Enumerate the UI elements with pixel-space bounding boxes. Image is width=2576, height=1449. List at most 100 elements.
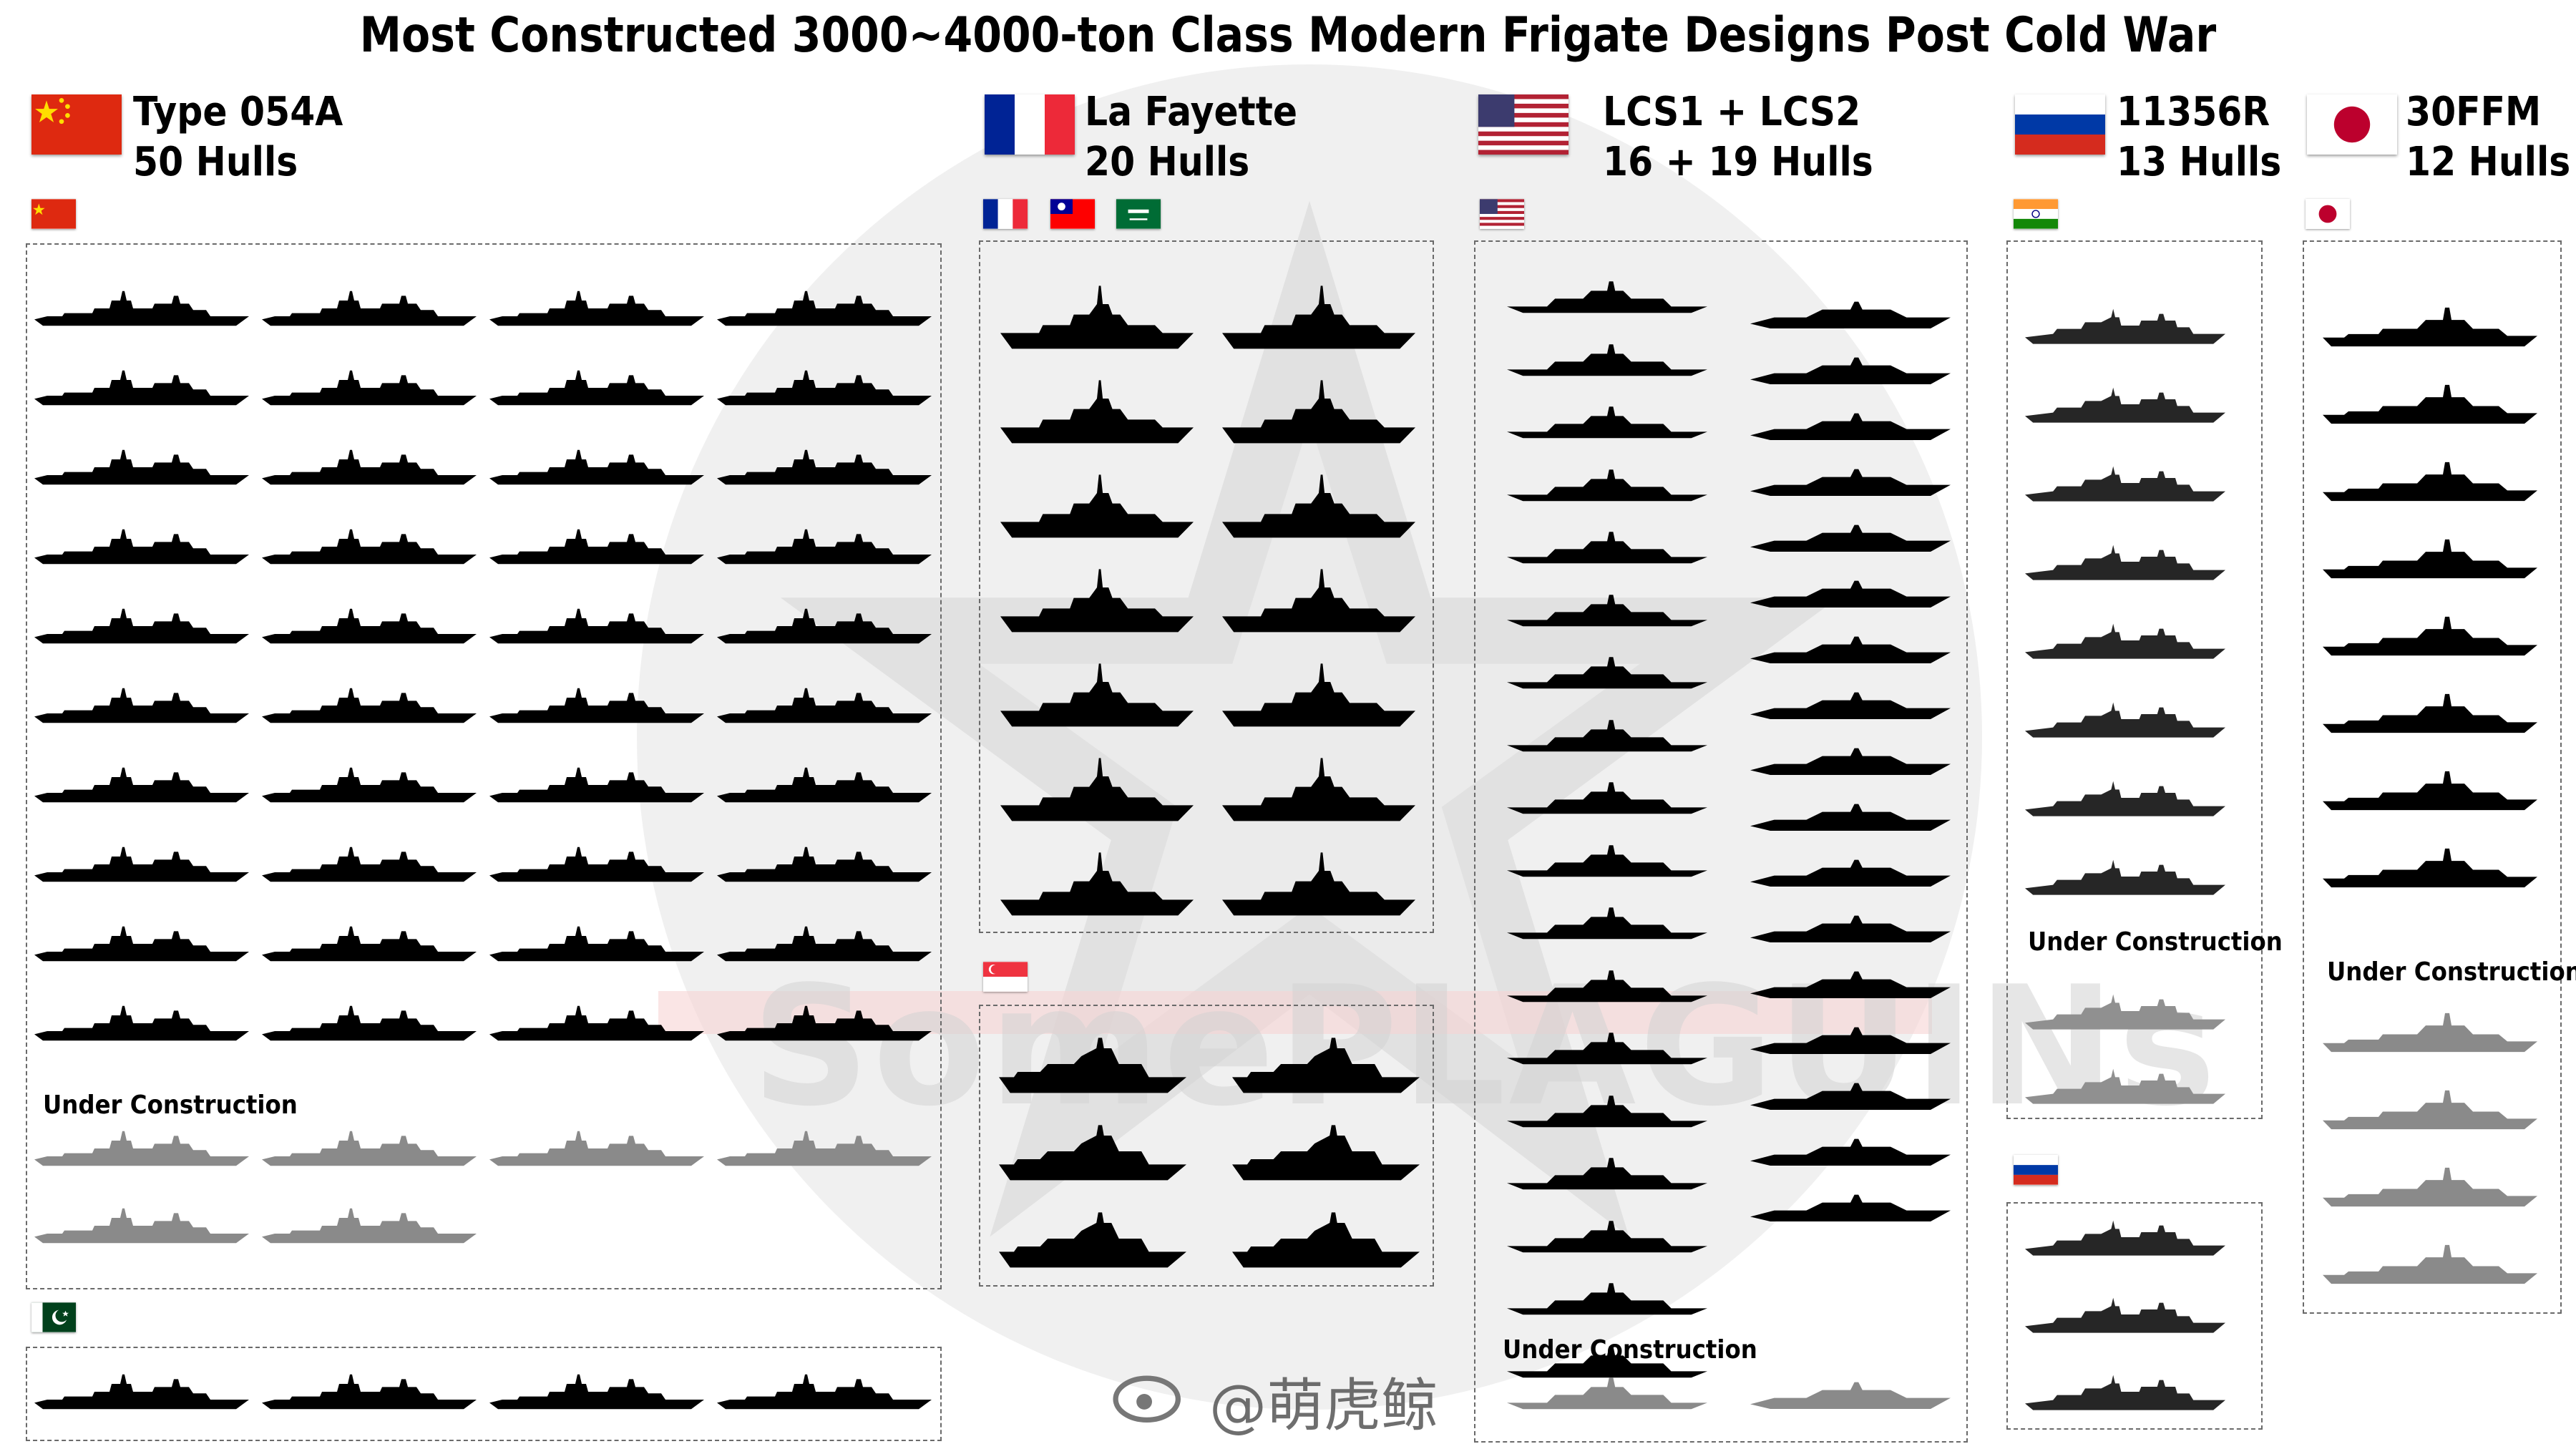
operator-usa-flag-icon	[1480, 199, 1524, 229]
lafayette-ship-silhouette-icon	[1222, 758, 1415, 821]
lafayette-ship-silhouette-icon	[1000, 852, 1194, 916]
p11356r-ship-silhouette-icon	[2025, 545, 2225, 580]
p11356r-russia-ship-silhouette-icon	[2025, 1297, 2225, 1333]
type054a-ship-silhouette-icon	[34, 529, 249, 565]
weibo-logo-icon	[1113, 1375, 1181, 1423]
type054a-ship-silhouette-icon	[489, 449, 704, 485]
operator-china-flag-icon	[31, 199, 76, 229]
lafayette-ship-silhouette-icon	[1222, 569, 1415, 633]
lcs2-ship-silhouette-icon	[1750, 915, 1951, 942]
type054a-ship-silhouette-icon	[262, 370, 477, 406]
type054a-pakistan-ship-silhouette-icon	[717, 1374, 932, 1410]
p11356r-ship-silhouette-icon	[2025, 387, 2225, 423]
type054a-ship-silhouette-icon	[262, 608, 477, 644]
type054a-ship-silhouette-icon	[717, 608, 932, 644]
type054a-ship-silhouette-icon	[262, 291, 477, 326]
operator-russia-flag-icon	[2014, 1155, 2058, 1185]
type054a-ship-silhouette-icon	[489, 608, 704, 644]
lcs2-ship-silhouette-icon	[1750, 580, 1951, 608]
lafayette-ship-silhouette-icon	[1000, 569, 1194, 633]
type054a-pakistan-ship-silhouette-icon	[489, 1374, 704, 1410]
operator-france-flag-icon	[983, 199, 1028, 229]
lafayette-singapore-ship-silhouette-icon	[999, 1212, 1186, 1268]
type054a-pakistan-ship-silhouette-icon	[262, 1374, 477, 1410]
lafayette-ship-silhouette-icon	[1222, 474, 1415, 538]
lcs2-ship-silhouette-icon	[1750, 859, 1951, 887]
ffm30-ship-silhouette-icon	[2323, 307, 2537, 347]
type054a-ship-silhouette-icon	[489, 370, 704, 406]
lafayette-singapore-ship-silhouette-icon	[1232, 1125, 1420, 1181]
panel-lafayette	[979, 240, 1434, 933]
lcs1-ship-silhouette-icon	[1507, 844, 1707, 877]
panel-type054a-china	[26, 243, 942, 1289]
type054a-ship-silhouette-icon	[34, 688, 249, 723]
p11356r-ship-silhouette-icon	[2025, 466, 2225, 502]
lcs1-under-construction-ship-silhouette-icon	[1507, 1377, 1707, 1410]
lcs2-ship-silhouette-icon	[1750, 692, 1951, 719]
under-construction-label-30ffm: Under Construction	[2327, 957, 2576, 987]
panel-11356r-russia	[2006, 1202, 2263, 1430]
type054a-pakistan-ship-silhouette-icon	[34, 1374, 249, 1410]
lafayette-ship-silhouette-icon	[1222, 380, 1415, 444]
lcs2-ship-silhouette-icon	[1750, 525, 1951, 552]
lcs2-ship-silhouette-icon	[1750, 1027, 1951, 1054]
lcs2-ship-silhouette-icon	[1750, 748, 1951, 775]
watermark-credit: @萌虎鲸	[1209, 1372, 1438, 1439]
ffm30-ship-silhouette-icon	[2323, 384, 2537, 424]
lafayette-ship-silhouette-icon	[1000, 663, 1194, 727]
type054a-under-construction-ship-silhouette-icon	[717, 1131, 932, 1166]
operator-japan-flag-icon	[2306, 199, 2350, 229]
lcs1-ship-silhouette-icon	[1507, 1283, 1707, 1315]
japan-flag-icon	[2307, 94, 2397, 155]
p11356r-ship-silhouette-icon	[2025, 623, 2225, 659]
type054a-ship-silhouette-icon	[489, 1005, 704, 1041]
lcs1-ship-silhouette-icon	[1507, 1033, 1707, 1065]
type054a-ship-silhouette-icon	[262, 847, 477, 882]
type054a-ship-silhouette-icon	[717, 291, 932, 326]
type054a-ship-silhouette-icon	[262, 688, 477, 723]
lcs2-ship-silhouette-icon	[1750, 1083, 1951, 1110]
p11356r-ship-silhouette-icon	[2025, 702, 2225, 738]
panel-11356r-india	[2006, 240, 2263, 1119]
lcs2-ship-silhouette-icon	[1750, 971, 1951, 998]
lafayette-ship-silhouette-icon	[1222, 663, 1415, 727]
type054a-ship-silhouette-icon	[717, 767, 932, 803]
lafayette-singapore-ship-silhouette-icon	[999, 1038, 1186, 1093]
type054a-under-construction-ship-silhouette-icon	[34, 1131, 249, 1166]
panel-type054a-pakistan	[26, 1347, 942, 1441]
p11356r-ship-silhouette-icon	[2025, 308, 2225, 344]
panel-lafayette-singapore	[979, 1005, 1434, 1287]
under-construction-label-type054a: Under Construction	[43, 1091, 298, 1120]
lcs1-ship-silhouette-icon	[1507, 719, 1707, 751]
p11356r-ship-silhouette-icon	[2025, 781, 2225, 816]
lcs1-ship-silhouette-icon	[1507, 1220, 1707, 1252]
page-title: Most Constructed 3000~4000-ton Class Mod…	[359, 7, 2217, 64]
under-construction-label-lcs: Under Construction	[1503, 1335, 1757, 1365]
ffm30-ship-silhouette-icon	[2323, 539, 2537, 579]
lcs2-ship-silhouette-icon	[1750, 804, 1951, 831]
type054a-ship-silhouette-icon	[717, 688, 932, 723]
lcs1-ship-silhouette-icon	[1507, 657, 1707, 689]
type054a-under-construction-ship-silhouette-icon	[262, 1131, 477, 1166]
type054a-ship-silhouette-icon	[489, 291, 704, 326]
lcs2-under-construction-ship-silhouette-icon	[1750, 1382, 1951, 1409]
lcs1-ship-silhouette-icon	[1507, 907, 1707, 940]
ffm30-ship-silhouette-icon	[2323, 616, 2537, 656]
lcs1-ship-silhouette-icon	[1507, 970, 1707, 1002]
lafayette-ship-silhouette-icon	[1000, 380, 1194, 444]
type054a-ship-silhouette-icon	[489, 688, 704, 723]
type054a-ship-silhouette-icon	[717, 926, 932, 962]
type054a-ship-silhouette-icon	[34, 847, 249, 882]
type054a-ship-silhouette-icon	[717, 1005, 932, 1041]
group-name-lcs: LCS1 + LCS2	[1603, 89, 1861, 135]
type054a-under-construction-ship-silhouette-icon	[262, 1208, 477, 1244]
type054a-ship-silhouette-icon	[34, 370, 249, 406]
group-name-type054a: Type 054A	[133, 89, 343, 135]
group-hulls-30ffm: 12 Hulls	[2406, 139, 2571, 185]
lcs1-ship-silhouette-icon	[1507, 1158, 1707, 1190]
lcs2-ship-silhouette-icon	[1750, 636, 1951, 663]
type054a-ship-silhouette-icon	[34, 1005, 249, 1041]
operator-india-flag-icon	[2014, 199, 2058, 229]
type054a-ship-silhouette-icon	[34, 926, 249, 962]
type054a-ship-silhouette-icon	[717, 370, 932, 406]
